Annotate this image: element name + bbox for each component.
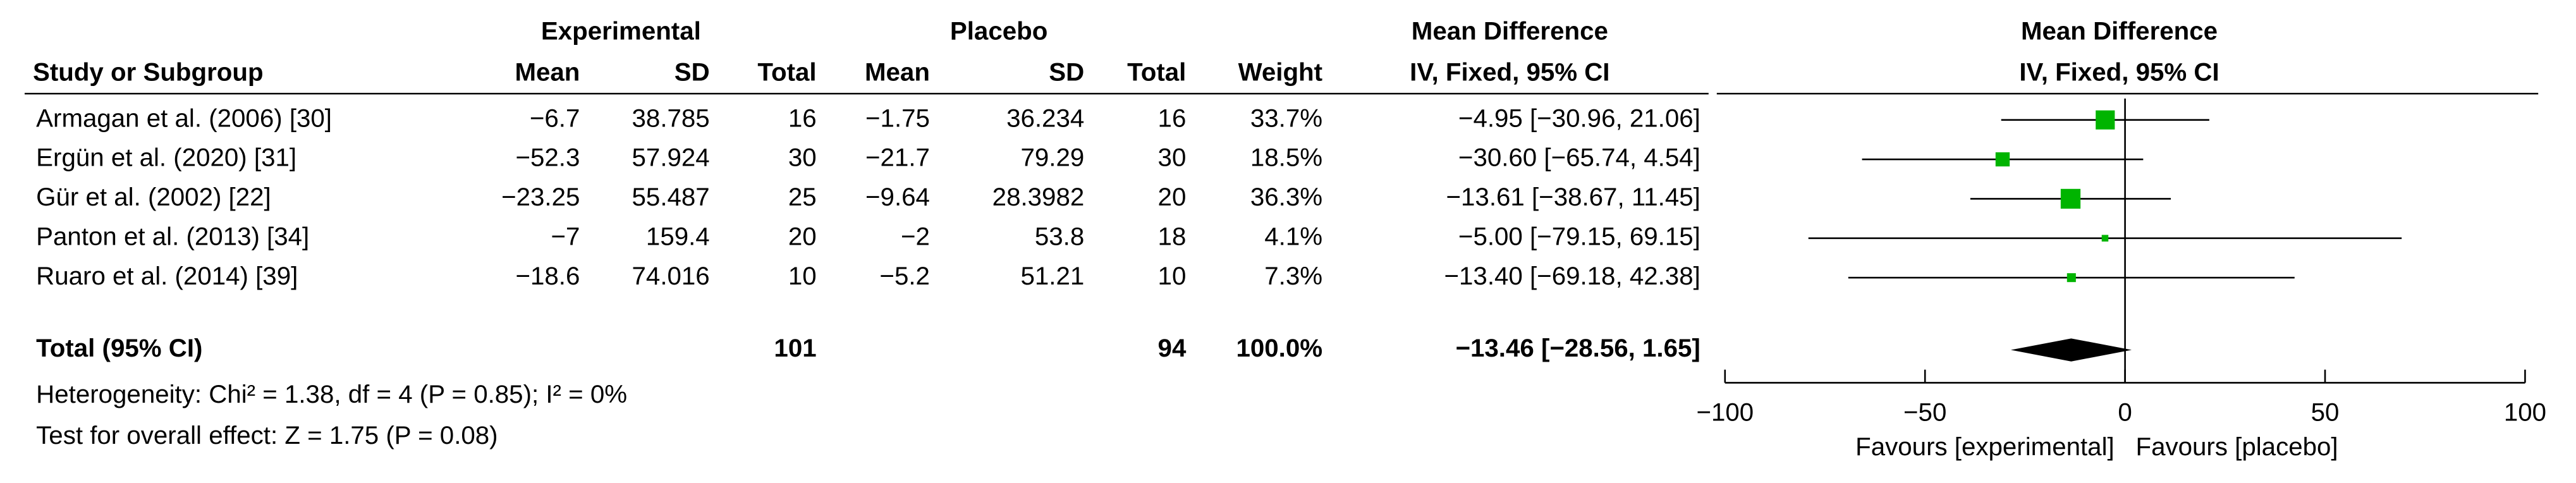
table-cell: −18.6	[516, 262, 580, 290]
study-name: Panton et al. (2013) [34]	[36, 222, 309, 250]
table-cell: 25	[788, 183, 817, 211]
table-cell: 36.234	[1006, 104, 1084, 132]
table-cell: 10	[788, 262, 817, 290]
table-cell: −9.64	[865, 183, 930, 211]
column-header: Total	[1127, 58, 1186, 87]
table-cell: −21.7	[865, 144, 930, 172]
table-cell: 30	[1158, 144, 1187, 172]
x-tick-label: 100	[2504, 398, 2546, 426]
ci-label: −5.00 [−79.15, 69.15]	[1458, 222, 1700, 250]
column-header: IV, Fixed, 95% CI	[2019, 58, 2219, 87]
table-cell: −5.2	[879, 262, 930, 290]
group-header: Experimental	[541, 17, 701, 46]
effect-square	[2101, 235, 2109, 242]
summary-diamond	[2010, 338, 2132, 362]
table-cell: 38.785	[632, 104, 710, 132]
table-cell: 28.3982	[992, 183, 1085, 211]
table-cell: 16	[1158, 104, 1187, 132]
table-cell: −7	[551, 222, 580, 250]
column-header: Mean	[865, 58, 930, 87]
table-cell: −2	[901, 222, 930, 250]
table-cell: 57.924	[632, 144, 710, 172]
table-cell: 18	[1158, 222, 1187, 250]
total-cell: 101	[774, 334, 816, 362]
total-cell: 94	[1158, 334, 1187, 362]
study-name: Gür et al. (2002) [22]	[36, 183, 271, 211]
table-cell: 53.8	[1035, 222, 1084, 250]
table-cell: 30	[788, 144, 817, 172]
x-tick-label: 0	[2118, 398, 2132, 426]
table-cell: −1.75	[865, 104, 930, 132]
total-cell: −13.46 [−28.56, 1.65]	[1455, 334, 1700, 362]
total-cell: 100.0%	[1236, 334, 1322, 362]
weight-label: 18.5%	[1250, 144, 1322, 172]
x-tick-label: −100	[1696, 398, 1754, 426]
group-header: Mean Difference	[1412, 17, 1608, 46]
column-header: SD	[1049, 58, 1084, 87]
table-cell: −6.7	[530, 104, 580, 132]
effect-square	[2096, 110, 2115, 130]
column-header: Total	[757, 58, 816, 87]
column-header: SD	[675, 58, 710, 87]
favours-label: Favours [placebo]	[2136, 432, 2338, 461]
effect-square	[1995, 152, 2010, 167]
study-name: Armagan et al. (2006) [30]	[36, 104, 332, 132]
table-cell: 74.016	[632, 262, 710, 290]
weight-label: 7.3%	[1264, 262, 1322, 290]
table-cell: 51.21	[1020, 262, 1084, 290]
group-header: Mean Difference	[2021, 17, 2218, 46]
x-tick-label: 50	[2311, 398, 2340, 426]
table-cell: 79.29	[1020, 144, 1084, 172]
table-cell: 20	[788, 222, 817, 250]
heterogeneity: Heterogeneity: Chi² = 1.38, df = 4 (P = …	[36, 380, 627, 408]
table-cell: 55.487	[632, 183, 710, 211]
ci-label: −4.95 [−30.96, 21.06]	[1458, 104, 1700, 132]
column-header: Study or Subgroup	[33, 58, 264, 87]
table-cell: 10	[1158, 262, 1187, 290]
weight-label: 36.3%	[1250, 183, 1322, 211]
x-tick-label: −50	[1903, 398, 1946, 426]
ci-label: −13.61 [−38.67, 11.45]	[1446, 183, 1700, 211]
column-header: Mean	[515, 58, 580, 87]
favours-label: Favours [experimental]	[1855, 432, 2115, 461]
effect-square	[2060, 188, 2081, 209]
weight-label: 4.1%	[1264, 222, 1322, 250]
column-header: Weight	[1238, 58, 1322, 87]
table-cell: 16	[788, 104, 817, 132]
group-header: Placebo	[950, 17, 1047, 46]
ci-label: −30.60 [−65.74, 4.54]	[1458, 144, 1700, 172]
column-header: IV, Fixed, 95% CI	[1410, 58, 1609, 87]
weight-label: 33.7%	[1250, 104, 1322, 132]
table-cell: −52.3	[516, 144, 580, 172]
table-cell: 20	[1158, 183, 1187, 211]
table-cell: 159.4	[646, 222, 710, 250]
effect-square	[2066, 273, 2076, 283]
ci-label: −13.40 [−69.18, 42.38]	[1444, 262, 1700, 290]
overall-test: Test for overall effect: Z = 1.75 (P = 0…	[36, 421, 497, 449]
total-label: Total (95% CI)	[36, 334, 202, 362]
table-cell: −23.25	[501, 183, 580, 211]
study-name: Ergün et al. (2020) [31]	[36, 144, 296, 172]
study-name: Ruaro et al. (2014) [39]	[36, 262, 298, 290]
